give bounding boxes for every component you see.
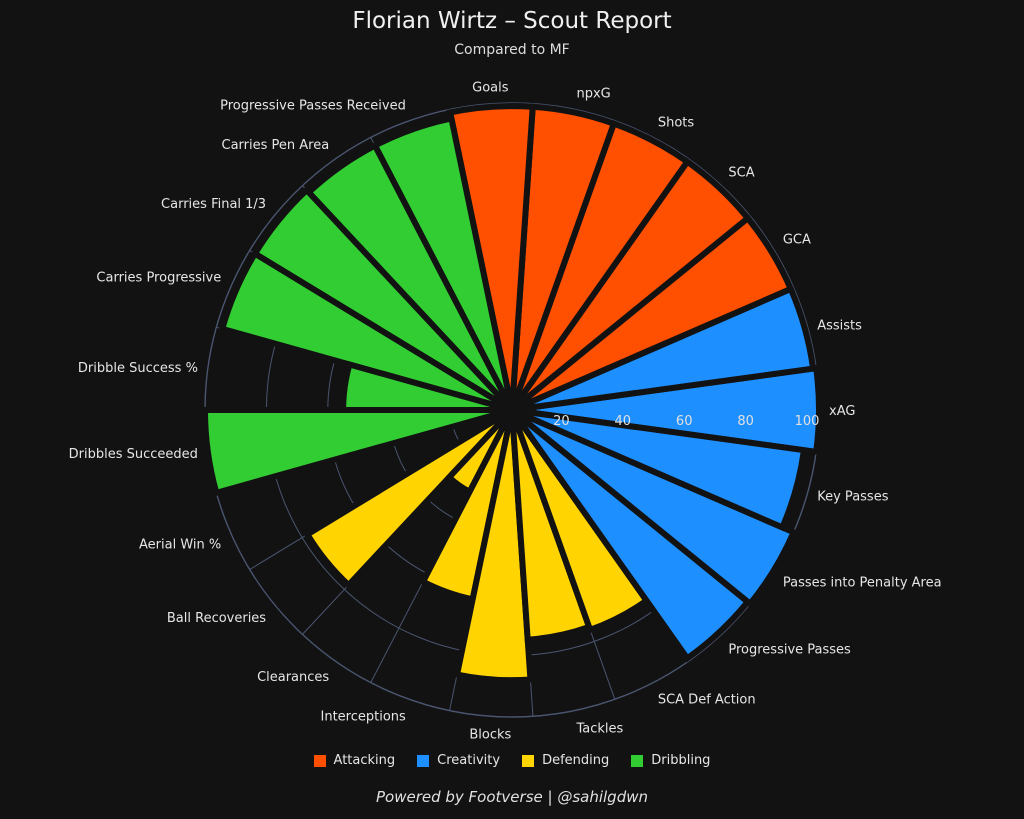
bars-layer (201, 103, 822, 684)
radial-tick-label: 20 (553, 414, 570, 429)
bar-passes-into-penalty-area (510, 407, 798, 608)
chart-title: Florian Wirtz – Scout Report (352, 8, 672, 34)
category-label: Dribbles Succeeded (69, 447, 198, 462)
legend-swatch (522, 754, 535, 767)
category-label: GCA (783, 232, 811, 247)
category-label: xAG (829, 404, 855, 419)
legend: Attacking Creativity Defending Dribbling (0, 753, 1024, 768)
bar-goals (446, 103, 536, 411)
category-label: SCA Def Action (658, 692, 756, 707)
legend-item-attacking: Attacking (313, 753, 396, 768)
category-label: Carries Pen Area (222, 138, 330, 153)
category-label: Carries Progressive (96, 271, 221, 286)
bar-carries-progressive (218, 249, 514, 413)
legend-label: Defending (542, 753, 610, 768)
category-label: SCA (728, 165, 754, 180)
bar-key-passes (510, 407, 808, 532)
category-label: Dribble Success % (78, 361, 198, 376)
bar-dribbles-succeeded (201, 407, 513, 497)
category-label: Passes into Penalty Area (783, 576, 942, 591)
bar-blocks (453, 409, 534, 684)
legend-swatch (313, 754, 326, 767)
legend-item-creativity: Creativity (417, 753, 500, 768)
radial-tick-label: 60 (676, 414, 693, 429)
footer-credit: Powered by Footverse | @sahilgdwn (375, 788, 648, 806)
category-label: Shots (658, 116, 695, 131)
category-label: Progressive Passes (728, 643, 851, 658)
category-label: Clearances (257, 670, 329, 685)
category-label: Ball Recoveries (167, 611, 266, 626)
radial-tick-label: 40 (615, 414, 632, 429)
category-label: Progressive Passes Received (220, 98, 406, 113)
legend-item-dribbling: Dribbling (631, 753, 710, 768)
legend-label: Attacking (333, 753, 396, 768)
category-label: npxG (576, 87, 610, 102)
category-label: Tackles (575, 721, 623, 736)
radial-tick-label: 80 (737, 414, 754, 429)
legend-item-defending: Defending (522, 753, 609, 768)
category-labels-layer: xAG Assists GCA SCA Shots npxG Goals Progressiv… (69, 81, 942, 743)
category-label: Aerial Win % (139, 537, 221, 552)
legend-swatch (631, 754, 644, 767)
legend-swatch (417, 754, 430, 767)
legend-label: Dribbling (651, 753, 711, 768)
category-label: Key Passes (817, 490, 888, 505)
radial-ticks-layer: 20 40 60 80 100 (553, 414, 819, 429)
bar-ball-recoveries (303, 407, 515, 590)
category-label: Blocks (469, 727, 511, 742)
category-label: Goals (472, 81, 509, 96)
chart-subtitle: Compared to MF (454, 42, 570, 58)
category-label: Carries Final 1/3 (161, 197, 266, 212)
radial-tick-label: 100 (795, 414, 820, 429)
category-label: Assists (817, 318, 862, 333)
bar-xag (511, 364, 822, 456)
category-label: Interceptions (321, 710, 407, 725)
legend-label: Creativity (437, 753, 501, 768)
